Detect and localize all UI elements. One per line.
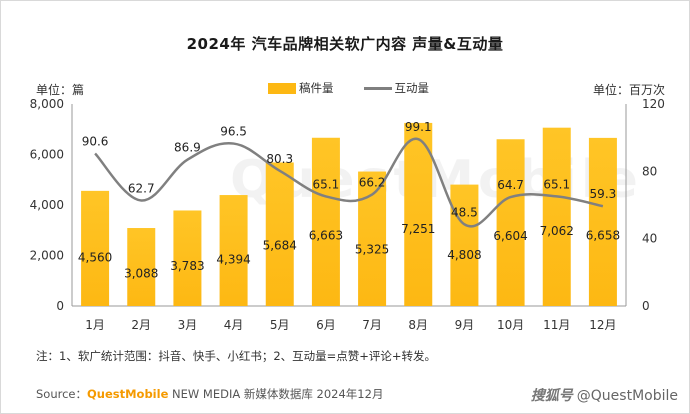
- legend: 稿件量 互动量: [268, 80, 459, 96]
- source-brand-sub: NEW MEDIA: [172, 387, 241, 401]
- x-tick-label: 5月: [270, 318, 290, 332]
- y-left-tick-label: 8,000: [30, 97, 64, 111]
- bar-value-label: 4,808: [447, 248, 481, 262]
- line-value-label: 62.7: [128, 181, 155, 195]
- x-tick-label: 6月: [316, 318, 336, 332]
- bar: [496, 139, 525, 306]
- y-right-tick-label: 80: [642, 164, 657, 178]
- x-tick-label: 2月: [131, 318, 151, 332]
- bar: [81, 190, 110, 306]
- line-value-label: 96.5: [220, 125, 247, 139]
- y-left-tick-label: 2,000: [30, 249, 64, 263]
- watermark-platform: 搜狐号: [530, 388, 573, 404]
- x-tick-label: 1月: [85, 318, 105, 332]
- bar: [404, 122, 433, 306]
- bar-value-label: 3,783: [170, 259, 204, 273]
- legend-item-bar: 稿件量: [268, 80, 334, 96]
- watermark-bottom-right: 搜狐号 @QuestMobile: [531, 385, 678, 405]
- line-value-label: 86.9: [174, 141, 201, 155]
- x-tick-label: 3月: [178, 318, 198, 332]
- bar: [450, 184, 479, 306]
- bar-value-label: 4,394: [216, 252, 250, 266]
- x-tick-label: 12月: [589, 318, 616, 332]
- line-value-label: 66.2: [359, 176, 386, 190]
- x-tick-label: 10月: [497, 318, 524, 332]
- line-value-label: 48.5: [451, 205, 478, 219]
- legend-bar-swatch: [268, 82, 296, 94]
- bar-value-label: 3,088: [124, 266, 158, 280]
- source-suffix: 新媒体数据库 2024年12月: [243, 387, 384, 401]
- line-value-label: 80.3: [266, 152, 293, 166]
- y-left-tick-label: 0: [56, 299, 64, 313]
- left-axis-unit: 单位：篇: [36, 83, 85, 97]
- bar: [219, 195, 248, 306]
- bar: [358, 171, 387, 306]
- source-brand: QuestMobile: [87, 387, 169, 401]
- line-value-label: 90.6: [82, 134, 109, 148]
- footnote: 注：1、软广统计范围：抖音、快手、小红书；2、互动量=点赞+评论+转发。: [36, 349, 437, 363]
- bar-value-label: 5,684: [263, 239, 297, 253]
- interaction-line: [94, 137, 604, 228]
- y-left-tick-label: 6,000: [30, 148, 64, 162]
- x-tick-label: 8月: [408, 318, 428, 332]
- x-tick-label: 4月: [224, 318, 244, 332]
- line-value-label: 65.1: [313, 177, 340, 191]
- bar-value-label: 5,325: [355, 243, 389, 257]
- y-left-tick-label: 4,000: [30, 198, 64, 212]
- bar: [542, 127, 571, 306]
- line-value-label: 64.7: [497, 178, 524, 192]
- bar: [265, 162, 294, 306]
- bar: [127, 228, 156, 306]
- bar-value-label: 6,604: [493, 229, 527, 243]
- source-line: Source：QuestMobile NEW MEDIA 新媒体数据库 2024…: [36, 386, 383, 402]
- bar: [588, 137, 617, 306]
- x-tick-label: 7月: [362, 318, 382, 332]
- bar-value-label: 4,560: [78, 251, 112, 265]
- x-tick-label: 11月: [543, 318, 570, 332]
- watermark-account: @QuestMobile: [576, 388, 678, 404]
- legend-item-line: 互动量: [363, 80, 430, 96]
- chart-title: 2024年 汽车品牌相关软广内容 声量&互动量: [186, 35, 504, 53]
- right-axis-unit: 单位：百万次: [593, 83, 666, 97]
- line-value-label: 99.1: [405, 120, 432, 134]
- y-right-tick-label: 0: [642, 299, 650, 313]
- legend-line-swatch: [363, 86, 392, 90]
- bar-value-label: 6,663: [309, 228, 343, 242]
- x-tick-label: 9月: [455, 318, 475, 332]
- y-right-tick-label: 120: [642, 97, 665, 111]
- bar-value-label: 6,658: [586, 228, 620, 242]
- line-value-label: 65.1: [543, 177, 570, 191]
- bar: [311, 137, 340, 306]
- bar: [173, 210, 202, 306]
- bar-value-label: 7,062: [540, 224, 574, 238]
- legend-bar-label: 稿件量: [299, 81, 334, 95]
- y-right-tick-label: 40: [642, 232, 657, 246]
- source-prefix: Source：: [36, 387, 87, 401]
- line-value-label: 59.3: [590, 187, 617, 201]
- legend-line-label: 互动量: [394, 81, 430, 95]
- bar-value-label: 7,251: [401, 222, 435, 236]
